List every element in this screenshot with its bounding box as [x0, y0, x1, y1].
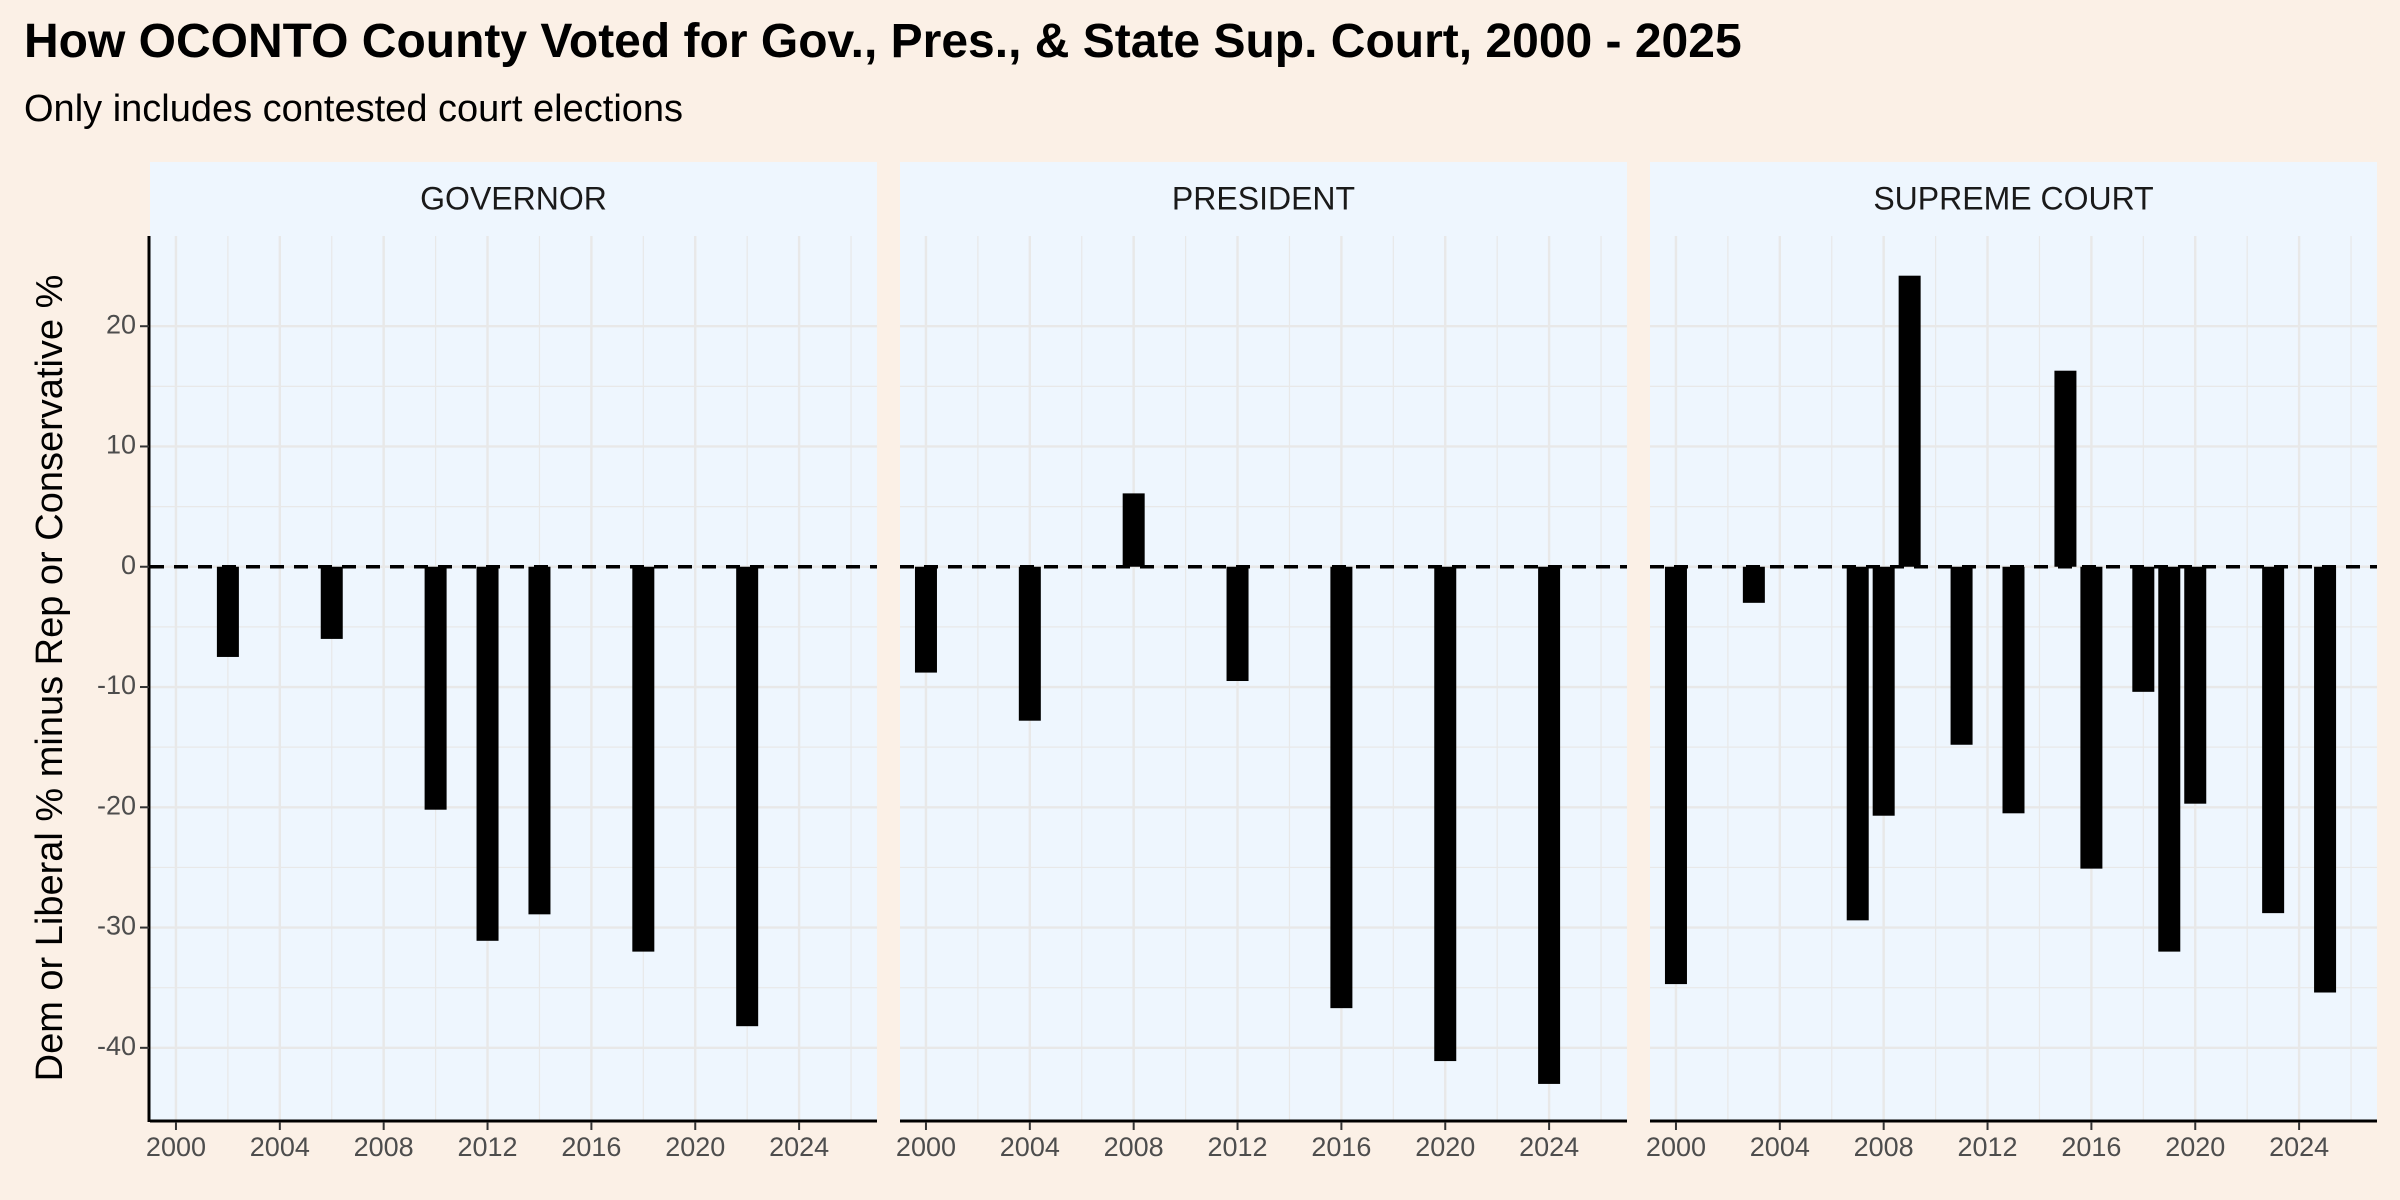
x-tick-label: 2020: [1415, 1132, 1475, 1162]
bar-2016: [2080, 566, 2103, 869]
bar-2011: [1950, 566, 1973, 745]
bar-2008: [1872, 566, 1895, 816]
bar-2022: [736, 566, 759, 1027]
x-tick-label: 2008: [1854, 1132, 1914, 1162]
x-tick-label: 2016: [1311, 1132, 1371, 1162]
facet-strip: [1650, 162, 2377, 236]
x-tick-label: 2000: [146, 1132, 206, 1162]
bar-2018: [2132, 566, 2155, 692]
x-tick-label: 2012: [1957, 1132, 2017, 1162]
bar-2010: [424, 566, 447, 810]
chart-title: How OCONTO County Voted for Gov., Pres.,…: [24, 15, 1742, 68]
bar-2020: [1434, 566, 1457, 1062]
facet-strip-label: PRESIDENT: [1172, 180, 1355, 216]
bar-2009: [1898, 275, 1921, 567]
bar-2019: [2158, 566, 2181, 952]
y-tick-label: -30: [97, 911, 136, 941]
x-tick-label: 2004: [1000, 1132, 1060, 1162]
x-tick-label: 2000: [1646, 1132, 1706, 1162]
bar-2003: [1742, 566, 1765, 603]
chart-subtitle: Only includes contested court elections: [24, 88, 684, 130]
facet-strip-label: GOVERNOR: [420, 180, 607, 216]
x-tick-label: 2000: [896, 1132, 956, 1162]
bar-2006: [320, 566, 343, 639]
bar-2013: [2002, 566, 2025, 814]
x-tick-label: 2020: [2165, 1132, 2225, 1162]
y-tick-label: -10: [97, 670, 136, 700]
facet-panel-supreme-court: SUPREME COURT 2000 2004 2008 2012 2016 2020 202…: [1646, 162, 2377, 1162]
facet-strip: [150, 162, 877, 236]
x-tick-label: 2008: [1104, 1132, 1164, 1162]
x-tick-label: 2024: [769, 1132, 829, 1162]
bar-2014: [528, 566, 551, 915]
facet-strip-label: SUPREME COURT: [1873, 180, 2153, 216]
bar-2008: [1122, 493, 1145, 567]
bar-2007: [1846, 566, 1869, 921]
y-axis-title-group: Dem or Liberal % minus Rep or Conservati…: [29, 275, 71, 1082]
bar-2000: [914, 566, 937, 673]
bar-2020: [2184, 566, 2207, 804]
facet-panel-governor: GOVERNOR 2000 2004 2008 2012 2016 2020 2024: [146, 162, 877, 1162]
y-tick-label: 20: [106, 309, 136, 339]
x-tick-label: 2020: [665, 1132, 725, 1162]
x-tick-label: 2024: [1519, 1132, 1579, 1162]
bar-2012: [1226, 566, 1249, 682]
bar-2002: [216, 566, 239, 657]
bar-2025: [2314, 566, 2337, 993]
x-tick-label: 2004: [1750, 1132, 1810, 1162]
x-tick-label: 2004: [250, 1132, 310, 1162]
x-tick-label: 2012: [457, 1132, 517, 1162]
bar-2000: [1664, 566, 1687, 985]
bar-2012: [476, 566, 499, 941]
bar-2024: [1538, 566, 1561, 1084]
y-tick-label: -40: [97, 1031, 136, 1061]
y-tick-label: -20: [97, 790, 136, 820]
y-tick-label: 0: [121, 550, 136, 580]
x-tick-label: 2024: [2269, 1132, 2329, 1162]
facet-panel-president: PRESIDENT 2000 2004 2008 2012 2016 2020 2024: [896, 162, 1627, 1162]
bar-2023: [2262, 566, 2285, 914]
bar-2004: [1018, 566, 1041, 721]
x-tick-label: 2016: [561, 1132, 621, 1162]
x-tick-label: 2012: [1207, 1132, 1267, 1162]
bar-2016: [1330, 566, 1353, 1009]
x-tick-label: 2016: [2061, 1132, 2121, 1162]
facet-strip: [900, 162, 1627, 236]
bar-2015: [2054, 370, 2077, 567]
y-tick-label: 10: [106, 430, 136, 460]
y-axis-title: Dem or Liberal % minus Rep or Conservati…: [29, 275, 71, 1082]
bar-2018: [632, 566, 655, 952]
x-tick-label: 2008: [354, 1132, 414, 1162]
